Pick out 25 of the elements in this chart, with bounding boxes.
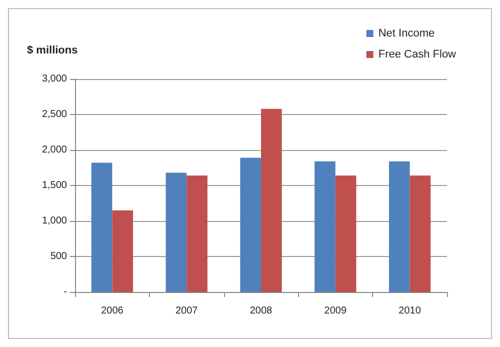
x-tick-label: 2007 bbox=[175, 306, 198, 316]
y-tick-label: 1,000 bbox=[42, 216, 68, 226]
bar bbox=[166, 172, 187, 292]
bar bbox=[261, 108, 282, 292]
y-tick-label: 3,000 bbox=[42, 74, 68, 84]
bar bbox=[388, 161, 410, 292]
bar bbox=[314, 161, 336, 292]
legend-label: Free Cash Flow bbox=[378, 48, 456, 60]
bar bbox=[91, 162, 112, 292]
y-axis-title: $ millions bbox=[27, 44, 78, 56]
bar bbox=[112, 210, 134, 292]
legend-label: Net Income bbox=[378, 28, 435, 40]
y-tick-label: - bbox=[64, 286, 67, 298]
y-tick-label: 2,500 bbox=[42, 109, 68, 120]
bar bbox=[410, 176, 431, 292]
x-tick-label: 2010 bbox=[398, 306, 422, 316]
bar bbox=[186, 176, 208, 292]
y-tick-label: 500 bbox=[50, 251, 68, 262]
y-tick-label: 1,500 bbox=[42, 180, 68, 191]
bar bbox=[335, 176, 356, 292]
y-tick-label: 2,000 bbox=[42, 144, 68, 156]
x-tick-label: 2009 bbox=[324, 306, 347, 316]
x-tick-label: 2008 bbox=[250, 306, 273, 316]
bar bbox=[240, 158, 261, 292]
x-tick-label: 2006 bbox=[101, 306, 124, 316]
